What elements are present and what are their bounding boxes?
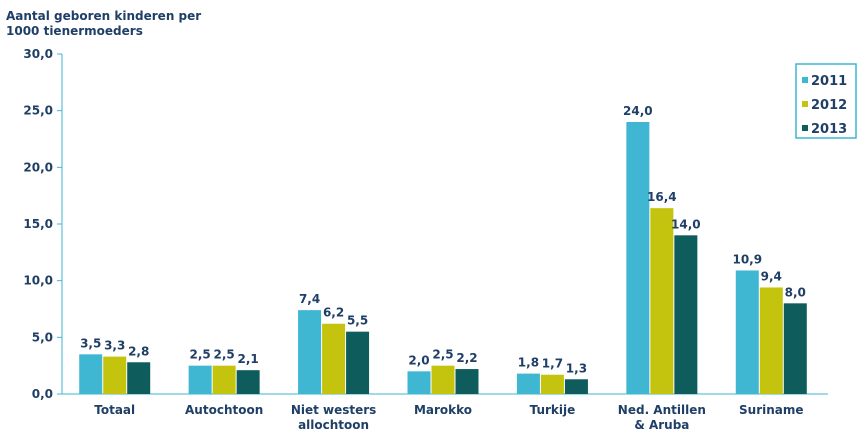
data-label-2011: 2,0 (408, 353, 429, 367)
data-label-2012: 6,2 (323, 306, 344, 320)
data-label-2013: 2,1 (238, 352, 259, 366)
category-label: Ned. Antillen (618, 403, 706, 417)
category-label: & Aruba (634, 418, 689, 432)
data-label-2013: 2,8 (128, 344, 149, 358)
data-labels: 3,5 3,3 2,8 2,5 2,5 2,17,46,25,52,0 2,5 2,2 1,8 1… (80, 104, 806, 375)
category-label: Suriname (739, 403, 804, 417)
bar-2012 (431, 365, 455, 394)
category-label: Niet westers (291, 403, 377, 417)
y-tick-label: 20,0 (23, 160, 53, 174)
legend-label-2012: 2012 (811, 98, 847, 113)
legend-swatch-2011 (802, 77, 808, 83)
bar-2011 (516, 373, 540, 394)
data-label-2013: 14,0 (671, 217, 701, 231)
bar-2013 (674, 235, 698, 394)
legend-label-2013: 2013 (811, 122, 847, 137)
y-tick-label: 0,0 (32, 387, 53, 401)
bar-2011 (735, 270, 759, 394)
category-label: Marokko (414, 403, 472, 417)
bar-2012 (540, 374, 564, 394)
legend-swatch-2012 (802, 101, 808, 107)
category-label: Totaal (94, 403, 135, 417)
data-label-2011: 24,0 (623, 104, 653, 118)
data-label-2012: 9,4 (761, 269, 782, 283)
data-label-2013: 1,3 (566, 361, 587, 375)
data-label-2012: 2,5 (214, 348, 235, 362)
bar-2011 (626, 122, 650, 394)
category-label: allochtoon (298, 418, 369, 432)
bar-2013 (236, 370, 260, 394)
legend: 2011 2012 2013 (795, 63, 857, 139)
bar-2012 (650, 208, 674, 394)
axes (61, 54, 828, 395)
bar-2012 (103, 356, 127, 394)
category-label: Autochtoon (185, 403, 263, 417)
bar-2013 (127, 362, 151, 394)
data-label-2012: 1,7 (542, 357, 563, 371)
y-tick-label: 30,0 (23, 47, 53, 61)
data-label-2013: 2,2 (456, 351, 477, 365)
y-tick-label: 15,0 (23, 217, 53, 231)
data-label-2013: 8,0 (785, 285, 806, 299)
bar-2011 (79, 354, 103, 394)
bar-2011 (188, 365, 212, 394)
bar-2012 (322, 323, 346, 394)
y-axis-title-line: Aantal geboren kinderen per (6, 9, 201, 23)
bar-2013 (455, 369, 479, 394)
data-label-2012: 3,3 (104, 339, 125, 353)
y-axis-title-line: 1000 tienermoeders (6, 24, 143, 38)
bar-2013 (346, 331, 370, 394)
y-tick-label: 10,0 (23, 274, 53, 288)
y-tick-label: 5,0 (32, 330, 53, 344)
bars (79, 122, 807, 394)
bar-2011 (298, 310, 322, 394)
data-label-2013: 5,5 (347, 314, 368, 328)
data-label-2012: 16,4 (647, 190, 677, 204)
y-axis-ticks: 0,0 5,0 10,0 15,0 20,0 25,0 30,0 (23, 47, 62, 401)
bar-2012 (212, 365, 236, 394)
data-label-2011: 10,9 (732, 252, 762, 266)
data-label-2011: 7,4 (299, 292, 320, 306)
bar-2011 (407, 371, 431, 394)
data-label-2011: 1,8 (518, 356, 539, 370)
data-label-2012: 2,5 (432, 348, 453, 362)
data-label-2011: 2,5 (190, 348, 211, 362)
bar-2012 (759, 287, 783, 394)
category-label: Turkije (530, 403, 576, 417)
bar-2013 (783, 303, 807, 394)
legend-swatch-2013 (802, 125, 808, 131)
bar-2013 (564, 379, 588, 394)
legend-label-2011: 2011 (811, 74, 847, 89)
data-label-2011: 3,5 (80, 336, 101, 350)
y-tick-label: 25,0 (23, 104, 53, 118)
